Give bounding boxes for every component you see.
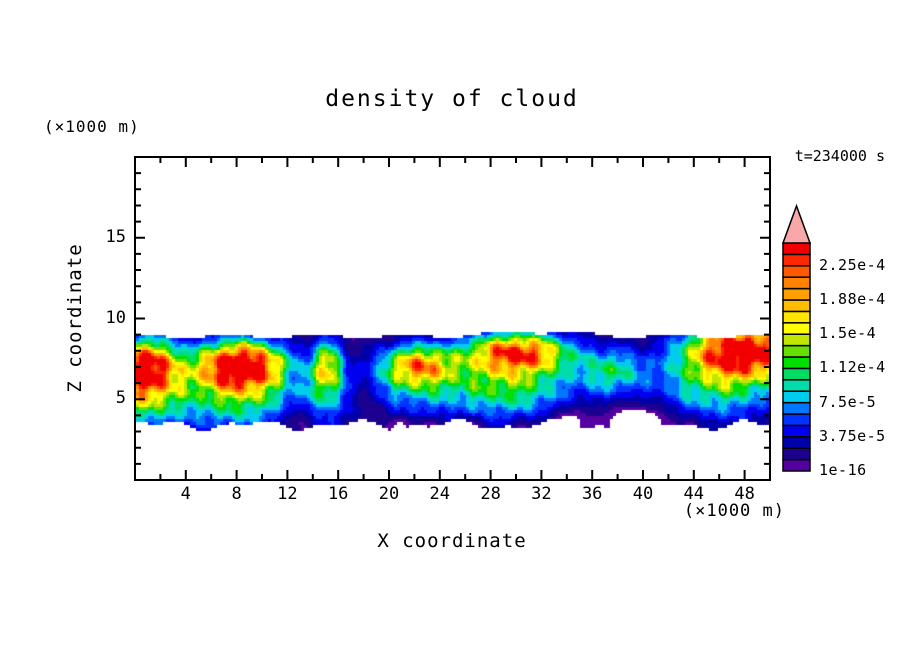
colorbar-segment [782,287,811,301]
colorbar-segment [782,379,811,392]
colorbar-tick-label: 1.5e-4 [819,324,877,343]
y-tick-label: 10 [105,307,126,328]
x-tick-label: 16 [327,484,349,504]
colorbar-segment [782,265,811,278]
colorbar-tick-label: 1.88e-4 [819,290,886,308]
colorbar-segment [782,356,811,370]
colorbar-tick-label: 2.25e-4 [819,255,886,274]
colorbar-tick-label: 3.75e-5 [819,426,886,445]
x-tick-label: 48 [734,484,755,504]
colorbar-segment [782,447,811,461]
colorbar-segment [782,424,811,438]
x-axis-units-label: (×1000 m) [683,501,785,521]
y-tick-label: 5 [115,388,126,409]
colorbar-segment [782,253,811,267]
colorbar-segment [782,310,811,324]
chart-title: density of cloud [325,86,579,112]
y-tick-label: 15 [105,226,126,247]
x-tick-label: 8 [231,484,242,504]
x-tick-label: 44 [683,484,705,504]
x-tick-label: 36 [581,484,603,504]
x-axis-title: X coordinate [377,530,527,552]
x-tick-label: 40 [632,484,654,504]
cloud-density-heatmap [136,158,769,479]
colorbar-segment [782,242,811,256]
y-axis-units-label: (×1000 m) [44,117,140,136]
colorbar-segment [782,367,811,381]
colorbar-segment [782,401,811,415]
colorbar-tick-label: 7.5e-5 [819,392,877,411]
x-tick-label: 12 [277,484,298,504]
colorbar-segment [782,333,811,347]
x-tick-label: 20 [378,484,400,504]
colorbar-segment [782,344,811,358]
colorbar-tick-label: 1e-16 [819,461,867,479]
colorbar-segment [782,458,811,472]
x-tick-label: 28 [480,484,501,504]
x-tick-label: 24 [429,484,451,504]
timestamp-label: t=234000 s [794,147,885,165]
colorbar-segment [782,390,811,404]
colorbar-tick-label: 1.12e-4 [819,358,886,377]
x-tick-label: 32 [531,484,552,504]
colorbar-segment [782,322,811,335]
x-tick-label: 4 [180,484,191,504]
y-axis-title: Z coordinate [64,243,86,393]
colorbar-overflow-triangle [781,203,812,244]
colorbar-segment [782,436,811,449]
colorbar-segment [782,276,811,290]
colorbar-segment [782,413,811,427]
colorbar-segment [782,299,811,313]
